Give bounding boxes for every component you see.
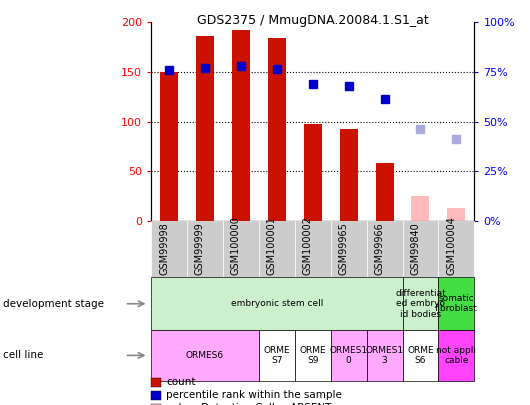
Text: GSM99965: GSM99965 (339, 222, 349, 275)
Bar (340, 130, 358, 221)
Text: ORMES6: ORMES6 (186, 351, 224, 360)
Text: percentile rank within the sample: percentile rank within the sample (166, 390, 342, 400)
Text: GSM100000: GSM100000 (231, 217, 241, 275)
Bar (160, 72, 178, 221)
Text: GSM99966: GSM99966 (375, 223, 385, 275)
Bar (304, 124, 322, 221)
Text: differentiat
ed embryo
id bodies: differentiat ed embryo id bodies (395, 289, 446, 319)
Text: ORME
S7: ORME S7 (263, 346, 290, 365)
Text: GSM100004: GSM100004 (446, 217, 456, 275)
Bar (196, 36, 214, 221)
Text: not appli
cable: not appli cable (436, 346, 476, 365)
Text: cell line: cell line (3, 350, 43, 360)
Bar (447, 208, 465, 221)
Text: GSM99999: GSM99999 (195, 223, 205, 275)
Bar (232, 30, 250, 221)
Text: development stage: development stage (3, 299, 104, 309)
Text: ORMES1
0: ORMES1 0 (330, 346, 368, 365)
Text: value, Detection Call = ABSENT: value, Detection Call = ABSENT (166, 403, 331, 405)
Text: GSM99998: GSM99998 (159, 223, 169, 275)
Text: GSM100001: GSM100001 (267, 217, 277, 275)
Text: somatic
fibroblast: somatic fibroblast (435, 294, 478, 313)
Text: ORME
S9: ORME S9 (299, 346, 326, 365)
Text: embryonic stem cell: embryonic stem cell (231, 299, 323, 308)
Text: ORMES1
3: ORMES1 3 (366, 346, 404, 365)
Bar (411, 196, 429, 221)
Bar (268, 38, 286, 221)
Bar (376, 163, 393, 221)
Text: GSM99840: GSM99840 (410, 223, 420, 275)
Text: GDS2375 / MmugDNA.20084.1.S1_at: GDS2375 / MmugDNA.20084.1.S1_at (197, 14, 429, 27)
Text: count: count (166, 377, 196, 387)
Text: GSM100002: GSM100002 (303, 216, 313, 275)
Text: ORME
S6: ORME S6 (407, 346, 434, 365)
